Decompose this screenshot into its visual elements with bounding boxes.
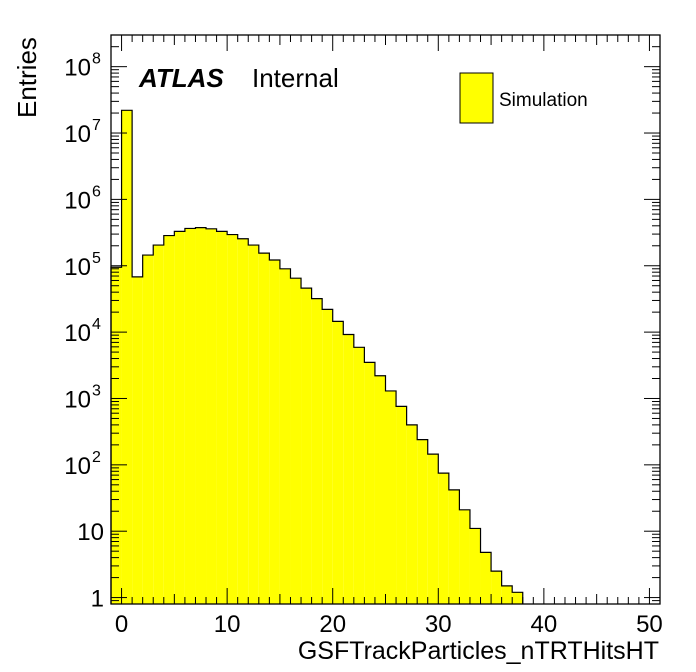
y-tick-label-base: 10: [64, 121, 91, 148]
histogram-bar: [438, 473, 449, 604]
histogram-bar: [216, 231, 228, 604]
histogram-bar: [153, 245, 164, 605]
histogram-outline: [110, 109, 524, 604]
histogram-bar: [459, 509, 470, 604]
histogram-bar: [385, 390, 397, 604]
x-tick-label: 10: [214, 611, 241, 638]
histogram-bar: [248, 245, 259, 605]
y-tick-label-exponent: 5: [92, 250, 101, 267]
y-tick-label: 10 4: [64, 316, 101, 347]
y-tick-label: 10 5: [64, 250, 101, 281]
histogram-bar: [406, 424, 418, 604]
x-tick-label: 30: [425, 611, 452, 638]
histogram-bar: [353, 347, 365, 604]
histogram-bar: [184, 228, 196, 604]
histogram-bar: [480, 552, 492, 604]
y-tick-label-base: 10: [64, 320, 91, 347]
legend-label: Simulation: [499, 90, 588, 111]
legend-swatch: [459, 72, 494, 124]
histogram-bar: [174, 231, 185, 604]
y-tick-label-exponent: 3: [92, 382, 101, 399]
atlas-status-text: Internal: [252, 63, 339, 93]
histogram-bar: [501, 585, 513, 604]
histogram-bar: [163, 235, 175, 605]
histogram-bar: [269, 260, 280, 604]
y-tick-label-base: 10: [64, 254, 91, 281]
histogram-bar: [311, 298, 323, 604]
histogram-bar: [396, 406, 407, 604]
legend: Simulation: [459, 72, 588, 124]
y-tick-label-exponent: 7: [92, 117, 101, 134]
y-tick-label-exponent: 2: [92, 449, 101, 466]
histogram-bar: [332, 321, 344, 604]
histogram-bar: [111, 267, 122, 604]
y-tick-label: 10 7: [64, 117, 101, 148]
histogram-bar: [237, 238, 249, 604]
histogram-bar: [364, 362, 375, 604]
histogram-bar: [301, 288, 312, 604]
y-tick-label-base: 10: [64, 453, 91, 480]
histogram-bar: [343, 334, 354, 604]
x-tick-label: 0: [115, 611, 128, 638]
atlas-label: ATLAS Internal: [138, 63, 339, 93]
y-tick-label-base: 10: [77, 519, 104, 546]
plot-frame: [110, 34, 661, 605]
y-tick-label: 1: [91, 586, 104, 613]
y-axis-label: Entries: [12, 37, 42, 118]
y-tick-label: 10 2: [64, 449, 101, 480]
y-tick-label: 10: [77, 519, 104, 546]
y-tick-label-base: 1: [91, 586, 104, 613]
histogram-bar: [121, 110, 133, 604]
histogram-bar: [491, 571, 502, 604]
x-tick-label: 20: [319, 611, 346, 638]
histogram-bar: [448, 489, 460, 604]
x-axis-label: GSFTrackParticles_nTRTHitsHT: [298, 637, 659, 665]
y-tick-label: 10 6: [64, 183, 101, 214]
y-tick-label-exponent: 6: [92, 183, 101, 200]
y-tick-label-exponent: 8: [92, 51, 101, 68]
histogram-bars: [110, 109, 524, 605]
y-tick-label-base: 10: [64, 386, 91, 413]
histogram-bar: [322, 309, 333, 604]
atlas-experiment-text: ATLAS: [138, 63, 224, 93]
histogram-bar: [206, 228, 217, 604]
histogram-bar: [258, 253, 270, 604]
histogram-bar: [417, 439, 428, 604]
histogram-bar: [512, 592, 523, 604]
histogram-bar: [374, 375, 386, 604]
histogram-bar: [427, 454, 439, 604]
histogram-bar: [142, 255, 154, 604]
histogram-bar: [469, 528, 481, 604]
histogram-bar: [227, 234, 238, 604]
y-tick-label-base: 10: [64, 55, 91, 82]
y-tick-label-exponent: 4: [92, 316, 101, 333]
y-tick-label-base: 10: [64, 187, 91, 214]
histogram-bar: [195, 227, 207, 604]
histogram-bar: [132, 276, 143, 604]
y-tick-label: 10 3: [64, 382, 101, 413]
y-tick-label: 10 8: [64, 51, 101, 82]
histogram-bar: [279, 268, 291, 604]
x-tick-label: 40: [531, 611, 558, 638]
x-tick-label: 50: [636, 611, 663, 638]
histogram-bar: [290, 278, 302, 604]
